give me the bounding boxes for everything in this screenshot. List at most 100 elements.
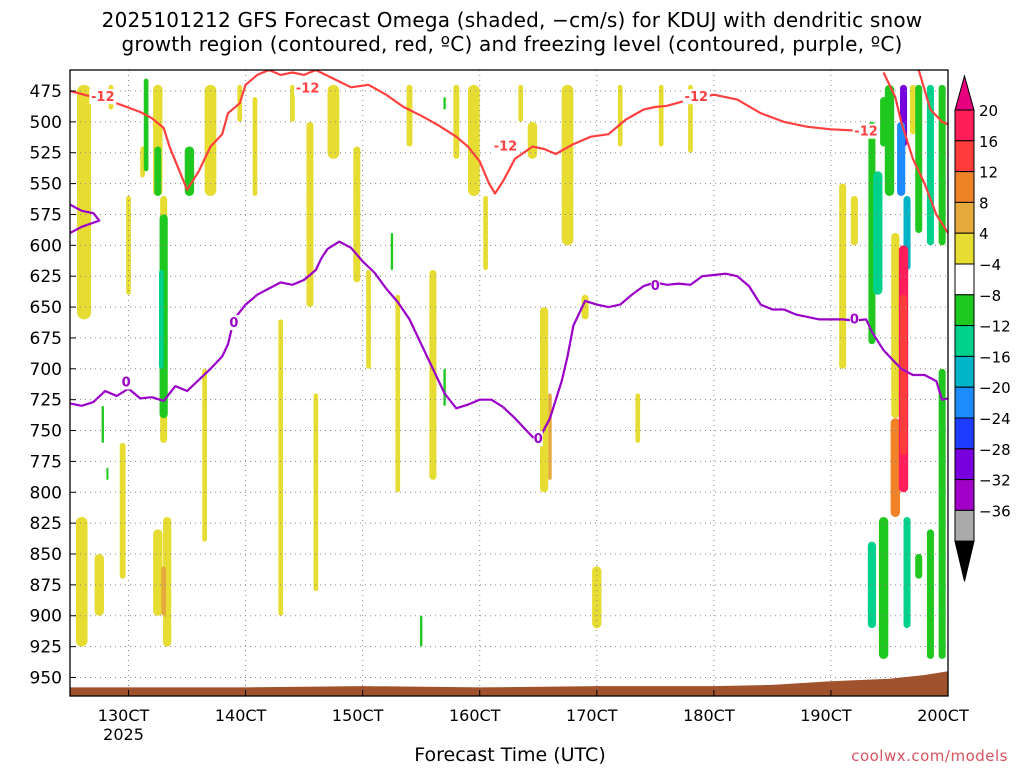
colorbar-swatch: [954, 509, 975, 542]
chart-title: 2025101212 GFS Forecast Omega (shaded, −…: [101, 8, 923, 32]
y-tick-label: 725: [30, 391, 62, 411]
omega-cell: [891, 232, 900, 419]
omega-cell: [154, 146, 162, 196]
omega-cell: [548, 393, 552, 480]
y-tick-label: 600: [30, 236, 62, 256]
colorbar-swatch: [954, 417, 975, 450]
contour-label: 0: [651, 279, 660, 294]
y-tick-label: 875: [30, 576, 62, 596]
omega-cell: [94, 554, 104, 616]
omega-cell: [938, 368, 946, 659]
omega-cell: [390, 232, 394, 271]
omega-cell: [453, 84, 460, 159]
omega-cell: [938, 84, 946, 246]
colorbar-top-arrow: [954, 74, 975, 111]
omega-cell: [153, 529, 163, 616]
omega-cell: [900, 294, 908, 456]
omega-cell: [926, 529, 934, 659]
omega-cell: [158, 270, 164, 369]
y-tick-label: 625: [30, 267, 62, 287]
colorbar-label: 4: [979, 225, 989, 243]
contour-label: -12: [854, 125, 878, 140]
omega-cell: [252, 97, 258, 196]
omega-cell: [540, 307, 549, 493]
y-tick-label: 700: [30, 360, 62, 380]
omega-cell: [839, 183, 847, 369]
contour-line-4: [70, 240, 948, 442]
y-axis: 475 500 525 550 575 600 625 650 675 700 725 750 775 8…: [30, 82, 76, 688]
contour-label-bg: [849, 311, 859, 327]
x-tick-label: 200CT: [917, 706, 969, 725]
omega-cell: [353, 146, 361, 283]
omega-cell: [366, 270, 371, 369]
x-tick-label: 180CT: [683, 706, 735, 725]
contour-line-2: [917, 70, 948, 126]
contour-label-bg: [682, 89, 710, 105]
omega-cell: [143, 78, 149, 172]
omega-cell: [406, 84, 413, 147]
contour-label: 0: [534, 432, 543, 447]
omega-cell: [915, 554, 923, 579]
contour-label-bg: [229, 315, 239, 331]
y-tick-label: 475: [30, 82, 62, 102]
colorbar-swatch: [954, 448, 975, 481]
contour-label: -12: [685, 90, 709, 105]
x-axis: 130CT 140CT 150CT 160CT 170CT 180CT 190CT 200CT…: [98, 690, 969, 744]
y-tick-label: 575: [30, 205, 62, 225]
colorbar-swatch: [954, 263, 975, 296]
omega-cell: [106, 467, 109, 480]
omega-cell: [306, 121, 314, 308]
omega-cell: [897, 121, 906, 196]
y-tick-label: 850: [30, 545, 62, 565]
colorbar-swatch: [954, 171, 975, 203]
y-tick-label: 650: [30, 298, 62, 318]
contour-labels: -12 -12 -12 -12 -12 0 0 0 0 0: [89, 80, 880, 447]
colorbar-swatch: [954, 479, 975, 511]
omega-cell: [592, 566, 602, 629]
omega-cell: [617, 84, 623, 147]
y-tick-label: 800: [30, 483, 62, 503]
x-tick-label: 150CT: [332, 706, 384, 725]
x-axis-label: Forecast Time (UTC): [414, 744, 606, 766]
y-tick-label: 750: [30, 422, 62, 442]
colorbar-label: −28: [979, 441, 1011, 459]
omega-cell: [420, 615, 423, 647]
x-year-label: 2025: [103, 725, 144, 744]
omega-cell: [77, 84, 92, 320]
omega-cell: [278, 319, 284, 616]
y-tick-label: 900: [30, 607, 62, 627]
y-tick-label: 950: [30, 668, 62, 688]
y-tick-label: 775: [30, 452, 62, 472]
colorbar-swatch: [954, 294, 975, 327]
colorbar-label: 16: [979, 133, 998, 151]
omega-cell: [867, 541, 877, 629]
omega-cell: [483, 195, 488, 271]
colorbar-label: 20: [979, 102, 998, 120]
omega-cell: [161, 566, 166, 616]
colorbar-label: −24: [979, 410, 1011, 428]
colorbar-label: −4: [979, 256, 1001, 274]
x-tick-label: 140CT: [215, 706, 267, 725]
omega-cell: [915, 84, 923, 233]
omega-cell: [202, 368, 207, 542]
x-tick-label: 130CT: [98, 706, 150, 725]
contour-label: -12: [494, 140, 518, 155]
y-tick-label: 825: [30, 514, 62, 534]
omega-cell: [468, 84, 480, 196]
x-tick-label: 170CT: [566, 706, 618, 725]
contour-label-bg: [533, 431, 543, 447]
omega-cell: [443, 368, 446, 406]
plot-frame: [69, 69, 949, 697]
contour-line-3: [70, 203, 101, 234]
omega-cell: [880, 97, 888, 147]
colorbar-swatch: [954, 355, 975, 388]
colorbar-label: 12: [979, 164, 998, 182]
colorbar-label: −16: [979, 348, 1011, 366]
contour-label: 0: [122, 375, 131, 390]
colorbar-label: 8: [979, 194, 989, 212]
colorbar-label: −32: [979, 472, 1011, 490]
omega-cell: [527, 121, 538, 159]
omega-cell: [75, 516, 88, 647]
y-tick-label: 550: [30, 175, 62, 195]
